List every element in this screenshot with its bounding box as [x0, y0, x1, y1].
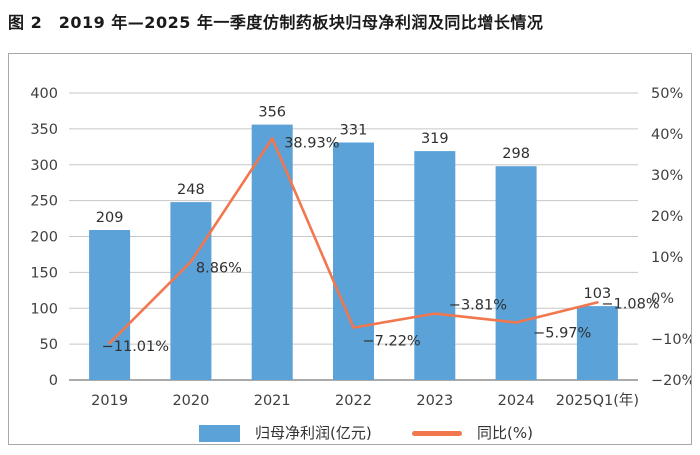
x-axis-label-2019: 2019: [91, 393, 128, 409]
right-axis-tick-−20%: −20%: [651, 373, 691, 389]
right-axis-tick-0%: 0%: [651, 291, 674, 307]
growth-point-label-2025Q1(年): −1.08%: [601, 296, 659, 312]
x-axis-label-2021: 2021: [254, 393, 291, 409]
growth-point-label-2019: −11.01%: [102, 339, 169, 355]
left-axis-tick-150: 150: [30, 265, 58, 281]
left-axis-tick-300: 300: [30, 158, 58, 174]
bar-2019: [89, 230, 131, 380]
x-axis-label-2023: 2023: [416, 393, 453, 409]
right-axis-tick-20%: 20%: [651, 209, 683, 225]
bar-value-label-2020: 248: [177, 182, 205, 198]
right-axis-tick-40%: 40%: [651, 127, 683, 143]
left-axis-tick-400: 400: [30, 86, 58, 102]
figure-title: 图 2 2019 年—2025 年一季度仿制药板块归母净利润及同比增长情况: [8, 13, 544, 32]
x-axis-label-2022: 2022: [335, 393, 372, 409]
left-axis-tick-200: 200: [30, 230, 58, 246]
chart-frame: 400 350 300 250 200 150 100 50 0 50% 40% 30% 20% 10% 0…: [8, 53, 692, 445]
growth-point-label-2020: 8.86%: [196, 261, 242, 277]
chart-canvas: 400 350 300 250 200 150 100 50 0 50% 40% 30% 20% 10% 0…: [30, 86, 691, 409]
bar-value-label-2019: 209: [96, 210, 124, 226]
bar-2023: [414, 151, 456, 380]
left-axis-tick-100: 100: [30, 301, 58, 317]
right-axis-tick-30%: 30%: [651, 168, 683, 184]
growth-line: [108, 137, 599, 345]
x-axis-label-2024: 2024: [498, 393, 535, 409]
right-axis-tick-10%: 10%: [651, 250, 683, 266]
x-axis-label-2025Q1(年): 2025Q1(年): [556, 392, 639, 409]
right-axis-tick-50%: 50%: [651, 86, 683, 102]
left-axis-tick-250: 250: [30, 194, 58, 210]
growth-point-label-2022: −7.22%: [363, 334, 421, 350]
bar-value-label-2024: 298: [502, 146, 530, 162]
bar-2024: [495, 166, 537, 380]
left-axis-tick-0: 0: [49, 373, 58, 389]
x-axis-label-2020: 2020: [172, 393, 209, 409]
bar-2021: [251, 124, 293, 380]
growth-point-label-2024: −5.97%: [533, 326, 591, 342]
bar-value-label-2021: 356: [258, 105, 286, 121]
bar-value-label-2025Q1(年): 103: [584, 286, 612, 302]
bar-2022: [333, 142, 374, 380]
bar-value-label-2022: 331: [340, 123, 368, 139]
bar-2020: [170, 202, 212, 380]
right-axis-tick-−10%: −10%: [651, 332, 691, 348]
growth-point-label-2023: −3.81%: [449, 298, 507, 314]
left-axis-tick-350: 350: [30, 122, 58, 138]
bar-value-label-2023: 319: [421, 131, 449, 147]
left-axis-tick-50: 50: [40, 337, 58, 353]
bar-2025Q1(年): [576, 306, 618, 380]
growth-point-label-2021: 38.93%: [284, 135, 339, 151]
